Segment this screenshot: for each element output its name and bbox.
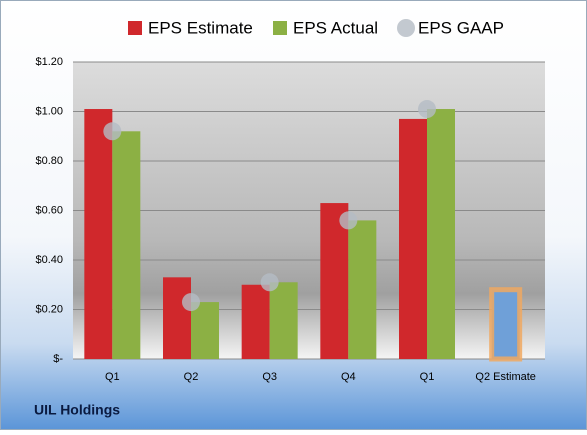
- legend-label: EPS GAAP: [418, 18, 504, 37]
- bar: [84, 109, 113, 360]
- bar: [191, 302, 219, 359]
- gaap-marker: [260, 273, 279, 292]
- y-tick-label: $0.80: [35, 155, 63, 167]
- bar: [489, 287, 523, 362]
- y-tick-label: $0.60: [35, 204, 63, 216]
- y-tick-label: $-: [53, 353, 63, 365]
- bar: [163, 277, 191, 359]
- legend-swatch: [397, 19, 415, 37]
- gaap-marker: [182, 293, 200, 312]
- bar: [399, 118, 427, 359]
- footer: UIL Holdings: [34, 402, 120, 418]
- gaap-marker: [418, 100, 436, 119]
- x-tick-label: Q2 Estimate: [475, 371, 536, 383]
- bar: [112, 131, 141, 359]
- y-tick-label: $1.00: [35, 105, 63, 117]
- x-tick-label: Q4: [341, 371, 356, 383]
- x-tick-label: Q1: [105, 371, 120, 383]
- bar: [241, 284, 270, 359]
- x-tick-label: Q2: [184, 371, 199, 383]
- bar: [320, 203, 349, 359]
- legend-label: EPS Actual: [293, 18, 378, 37]
- legend-swatch: [128, 21, 142, 35]
- gaap-marker: [103, 122, 122, 141]
- bar: [427, 109, 455, 360]
- x-tick-label: Q3: [262, 371, 277, 383]
- y-tick-label: $0.20: [35, 303, 63, 315]
- legend-swatch: [273, 21, 287, 35]
- bar: [269, 282, 298, 359]
- y-tick-label: $0.40: [35, 254, 63, 266]
- y-tick-label: $1.20: [35, 56, 63, 68]
- legend-label: EPS Estimate: [148, 18, 253, 37]
- gaap-marker: [339, 211, 358, 230]
- x-tick-label: Q1: [420, 371, 435, 383]
- bar: [348, 220, 377, 359]
